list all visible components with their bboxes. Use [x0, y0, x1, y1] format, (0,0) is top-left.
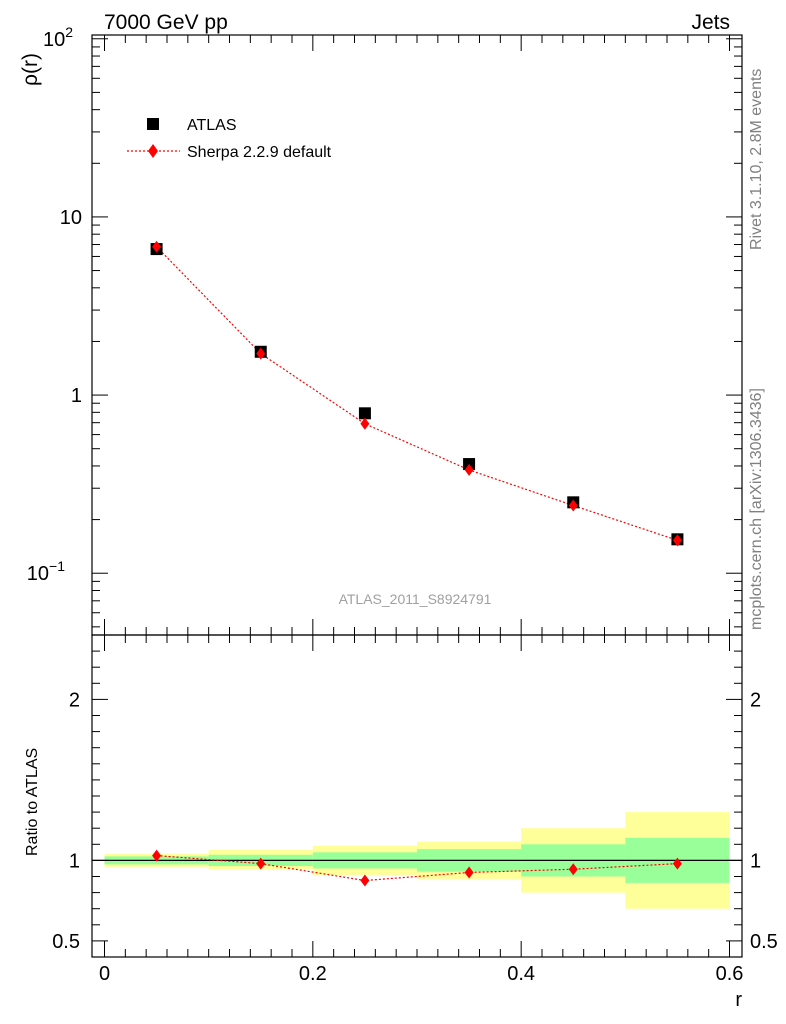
ratio-frame	[91, 634, 743, 958]
mc-point	[152, 240, 162, 253]
ratio-mc-point	[672, 857, 682, 870]
mc-point	[256, 347, 266, 360]
ratio-marks	[92, 849, 742, 887]
ratio-y-tick-label-right: 0.5	[750, 931, 778, 953]
main-y-tick-label: 102	[43, 24, 73, 51]
mcplots-reference-label: mcplots.cern.ch [arXiv:1306.3436]	[748, 388, 765, 630]
legend: ATLAS Sherpa 2.2.9 default	[127, 117, 332, 161]
x-tick-label: 0	[99, 963, 110, 985]
rivet-version-label: Rivet 3.1.10, 2.8M events	[748, 69, 765, 250]
x-tick-label: 0.2	[299, 963, 327, 985]
mc-point	[464, 463, 474, 476]
ratio-mc-line	[156, 854, 678, 882]
main-y-tick-label: 10−1	[27, 558, 65, 585]
ratio-y-tick-label-left: 2	[69, 689, 80, 711]
legend-label-sherpa: Sherpa 2.2.9 default	[187, 144, 332, 161]
main-axis-ticks: 10−1 1 10 102	[27, 24, 742, 635]
x-tick-label: 0.6	[716, 963, 744, 985]
analysis-watermark: ATLAS_2011_S8924791	[339, 591, 492, 607]
legend-label-atlas: ATLAS	[187, 117, 237, 134]
ratio-panel: 0.5 0.5 1 1 2 2 0 0.2 0.4 0.6 Ratio to ATLAS r	[24, 634, 778, 1011]
main-y-tick-label: 1	[71, 385, 82, 407]
x-tick-label: 0.4	[507, 963, 535, 985]
ratio-y-tick-label-left: 0.5	[52, 931, 80, 953]
main-y-axis-label: ρ(r)	[19, 53, 42, 86]
ratio-y-axis-label: Ratio to ATLAS	[24, 748, 41, 856]
ratio-mc-point	[568, 863, 578, 876]
header-right: Jets	[691, 11, 730, 34]
x-axis-label: r	[735, 989, 742, 1011]
legend-marker-atlas	[147, 118, 159, 130]
mc-line	[156, 246, 678, 541]
mc-point	[568, 499, 578, 512]
ratio-y-tick-label-right: 2	[750, 689, 761, 711]
header-left: 7000 GeV pp	[104, 11, 228, 34]
main-marks	[150, 240, 684, 547]
main-panel: 10−1 1 10 102 ATLAS_2011_S8924791 ρ(r) ATLA…	[19, 24, 743, 636]
data-point	[358, 407, 371, 420]
ratio-axis-ticks: 0.5 0.5 1 1 2 2 0 0.2 0.4 0.6	[52, 634, 778, 985]
ratio-mc-point	[464, 866, 474, 879]
ratio-mc-point	[152, 849, 162, 862]
main-y-tick-label: 10	[60, 207, 82, 229]
ratio-mc-point	[256, 857, 266, 870]
ratio-y-tick-label-right: 1	[750, 850, 761, 872]
mc-point	[360, 417, 370, 430]
mc-point	[672, 534, 682, 547]
ratio-y-tick-label-left: 1	[69, 850, 80, 872]
legend-marker-sherpa	[148, 144, 158, 158]
ratio-mc-point	[360, 874, 370, 887]
